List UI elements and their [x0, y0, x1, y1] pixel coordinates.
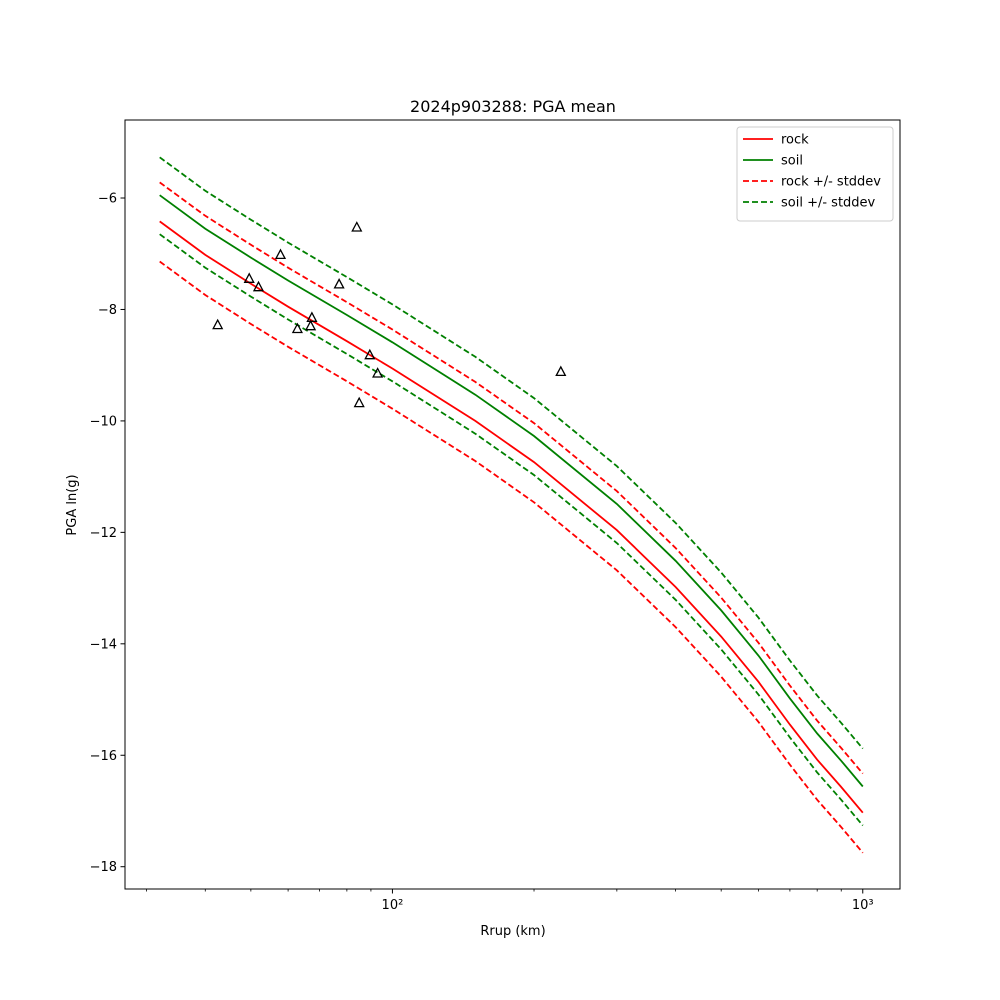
chart-title: 2024p903288: PGA mean — [410, 97, 616, 116]
x-axis-ticks: 10² 10³ — [146, 889, 874, 913]
observation-marker — [243, 272, 255, 283]
y-axis-label: PGA ln(g) — [65, 474, 80, 535]
series-line-4 — [159, 156, 864, 750]
legend: rock soil rock +/- stddev soil +/- stddev — [736, 126, 894, 222]
y-tick-label: −16 — [90, 749, 117, 764]
y-tick-label: −12 — [90, 526, 117, 541]
observation-marker — [212, 318, 224, 330]
observation-marker — [252, 280, 265, 292]
legend-label: soil — [781, 154, 803, 169]
legend-label: rock +/- stddev — [781, 175, 881, 190]
observation-marker — [305, 319, 317, 331]
y-axis-ticks: −18 −16 −14 −12 −10 −8 −6 — [90, 192, 125, 875]
observation-markers — [212, 221, 567, 408]
observation-marker — [333, 278, 345, 289]
observation-marker — [555, 365, 567, 377]
plot-frame — [124, 119, 901, 890]
legend-label: rock — [781, 133, 809, 148]
y-tick-label: −18 — [90, 860, 117, 875]
series-line-5 — [159, 233, 864, 827]
legend-label: soil +/- stddev — [781, 196, 876, 211]
observation-marker — [372, 367, 384, 378]
observation-marker — [274, 248, 287, 260]
observation-marker — [353, 396, 365, 408]
x-tick-label: 10² — [382, 898, 404, 913]
observation-marker — [306, 311, 318, 322]
x-axis-label: Rrup (km) — [480, 924, 545, 939]
observation-marker — [364, 348, 376, 360]
y-tick-label: −10 — [90, 414, 117, 429]
y-tick-label: −6 — [98, 192, 117, 207]
y-tick-label: −14 — [90, 637, 117, 652]
y-tick-label: −8 — [98, 303, 117, 318]
observation-marker — [291, 322, 303, 334]
series-line-1 — [159, 194, 864, 788]
series-lines — [159, 156, 864, 854]
x-tick-label: 10³ — [852, 898, 874, 913]
series-line-3 — [159, 260, 864, 854]
series-line-2 — [159, 181, 864, 775]
legend-box — [736, 126, 894, 222]
series-line-0 — [159, 220, 864, 814]
observation-marker — [351, 221, 363, 232]
